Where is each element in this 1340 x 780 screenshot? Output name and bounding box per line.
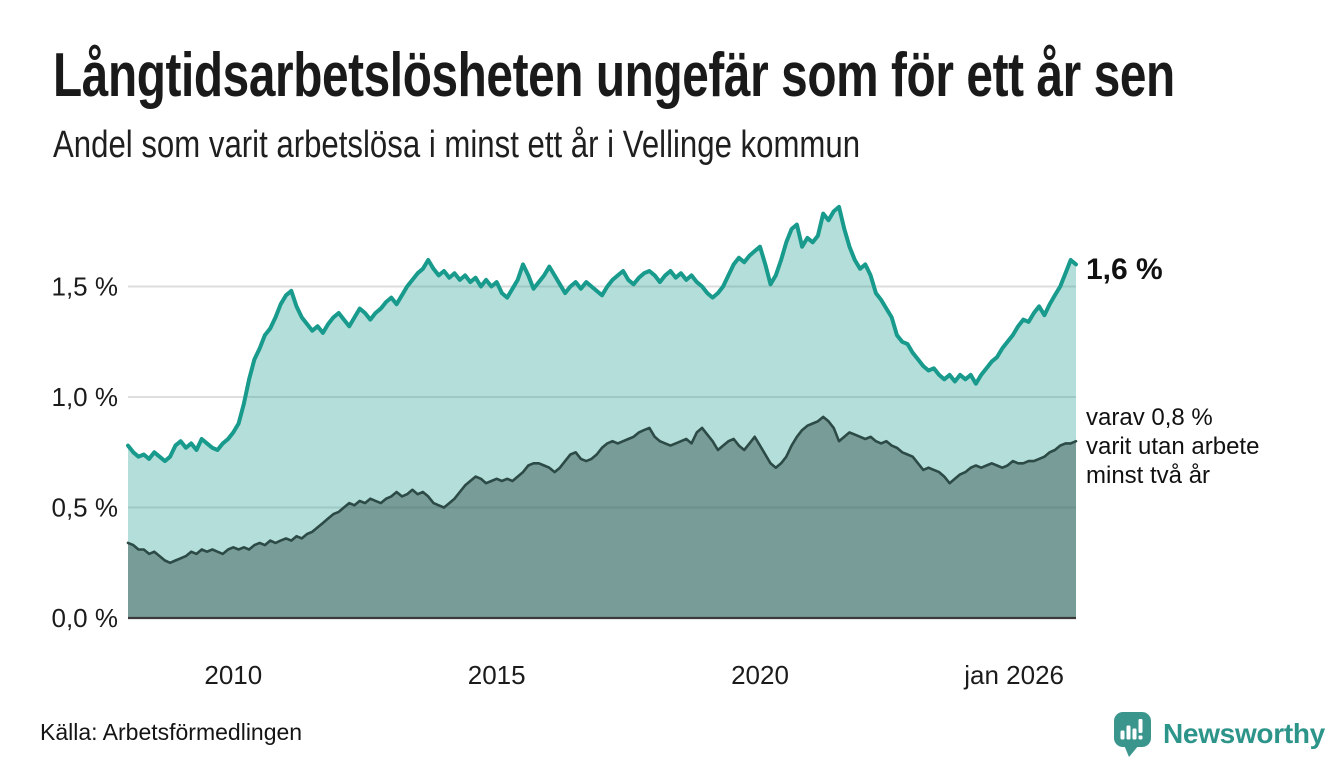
x-axis-tick-label: 2010 <box>204 660 262 690</box>
x-axis-tick-label: jan 2026 <box>963 660 1064 690</box>
y-axis-tick-labels: 0,0 % 0,5 % 1,0 % 1,5 % <box>52 272 119 634</box>
line-minst-ett-ar <box>126 204 1078 464</box>
x-axis-tick-label: 2020 <box>731 660 789 690</box>
secondary-annotation-line-3: minst två år <box>1086 462 1211 489</box>
y-axis-tick-label: 0,0 % <box>52 603 119 633</box>
x-axis-tick-labels: 2010 2015 2020 jan 2026 <box>204 660 1064 690</box>
area-minst-ett-ar <box>128 206 1076 618</box>
secondary-annotation-line-1: varav 0,8 % <box>1086 404 1213 431</box>
newsworthy-logo[interactable]: Newsworthy <box>1112 710 1325 758</box>
newsworthy-logo-text: Newsworthy <box>1163 718 1325 749</box>
page-subtitle: Andel som varit arbetslösa i minst ett å… <box>53 124 861 166</box>
newsworthy-logo-icon <box>1114 712 1151 757</box>
gridlines <box>128 285 1076 509</box>
source-text: Källa: Arbetsförmedlingen <box>40 719 303 745</box>
x-axis-tick-label: 2015 <box>468 660 526 690</box>
secondary-value-annotation: varav 0,8 % varit utan arbete minst två … <box>1086 403 1259 490</box>
secondary-annotation-line-2: varit utan arbete <box>1086 433 1260 460</box>
line-minst-tva-ar <box>126 415 1078 565</box>
page-title: Långtidsarbetslösheten ungefär som för e… <box>53 41 1175 110</box>
y-axis-tick-label: 1,5 % <box>52 272 119 302</box>
latest-value-label: 1,6 % <box>1086 253 1163 286</box>
y-axis-tick-label: 1,0 % <box>52 382 119 412</box>
area-minst-tva-ar <box>128 416 1076 618</box>
y-axis-tick-label: 0,5 % <box>52 493 119 523</box>
